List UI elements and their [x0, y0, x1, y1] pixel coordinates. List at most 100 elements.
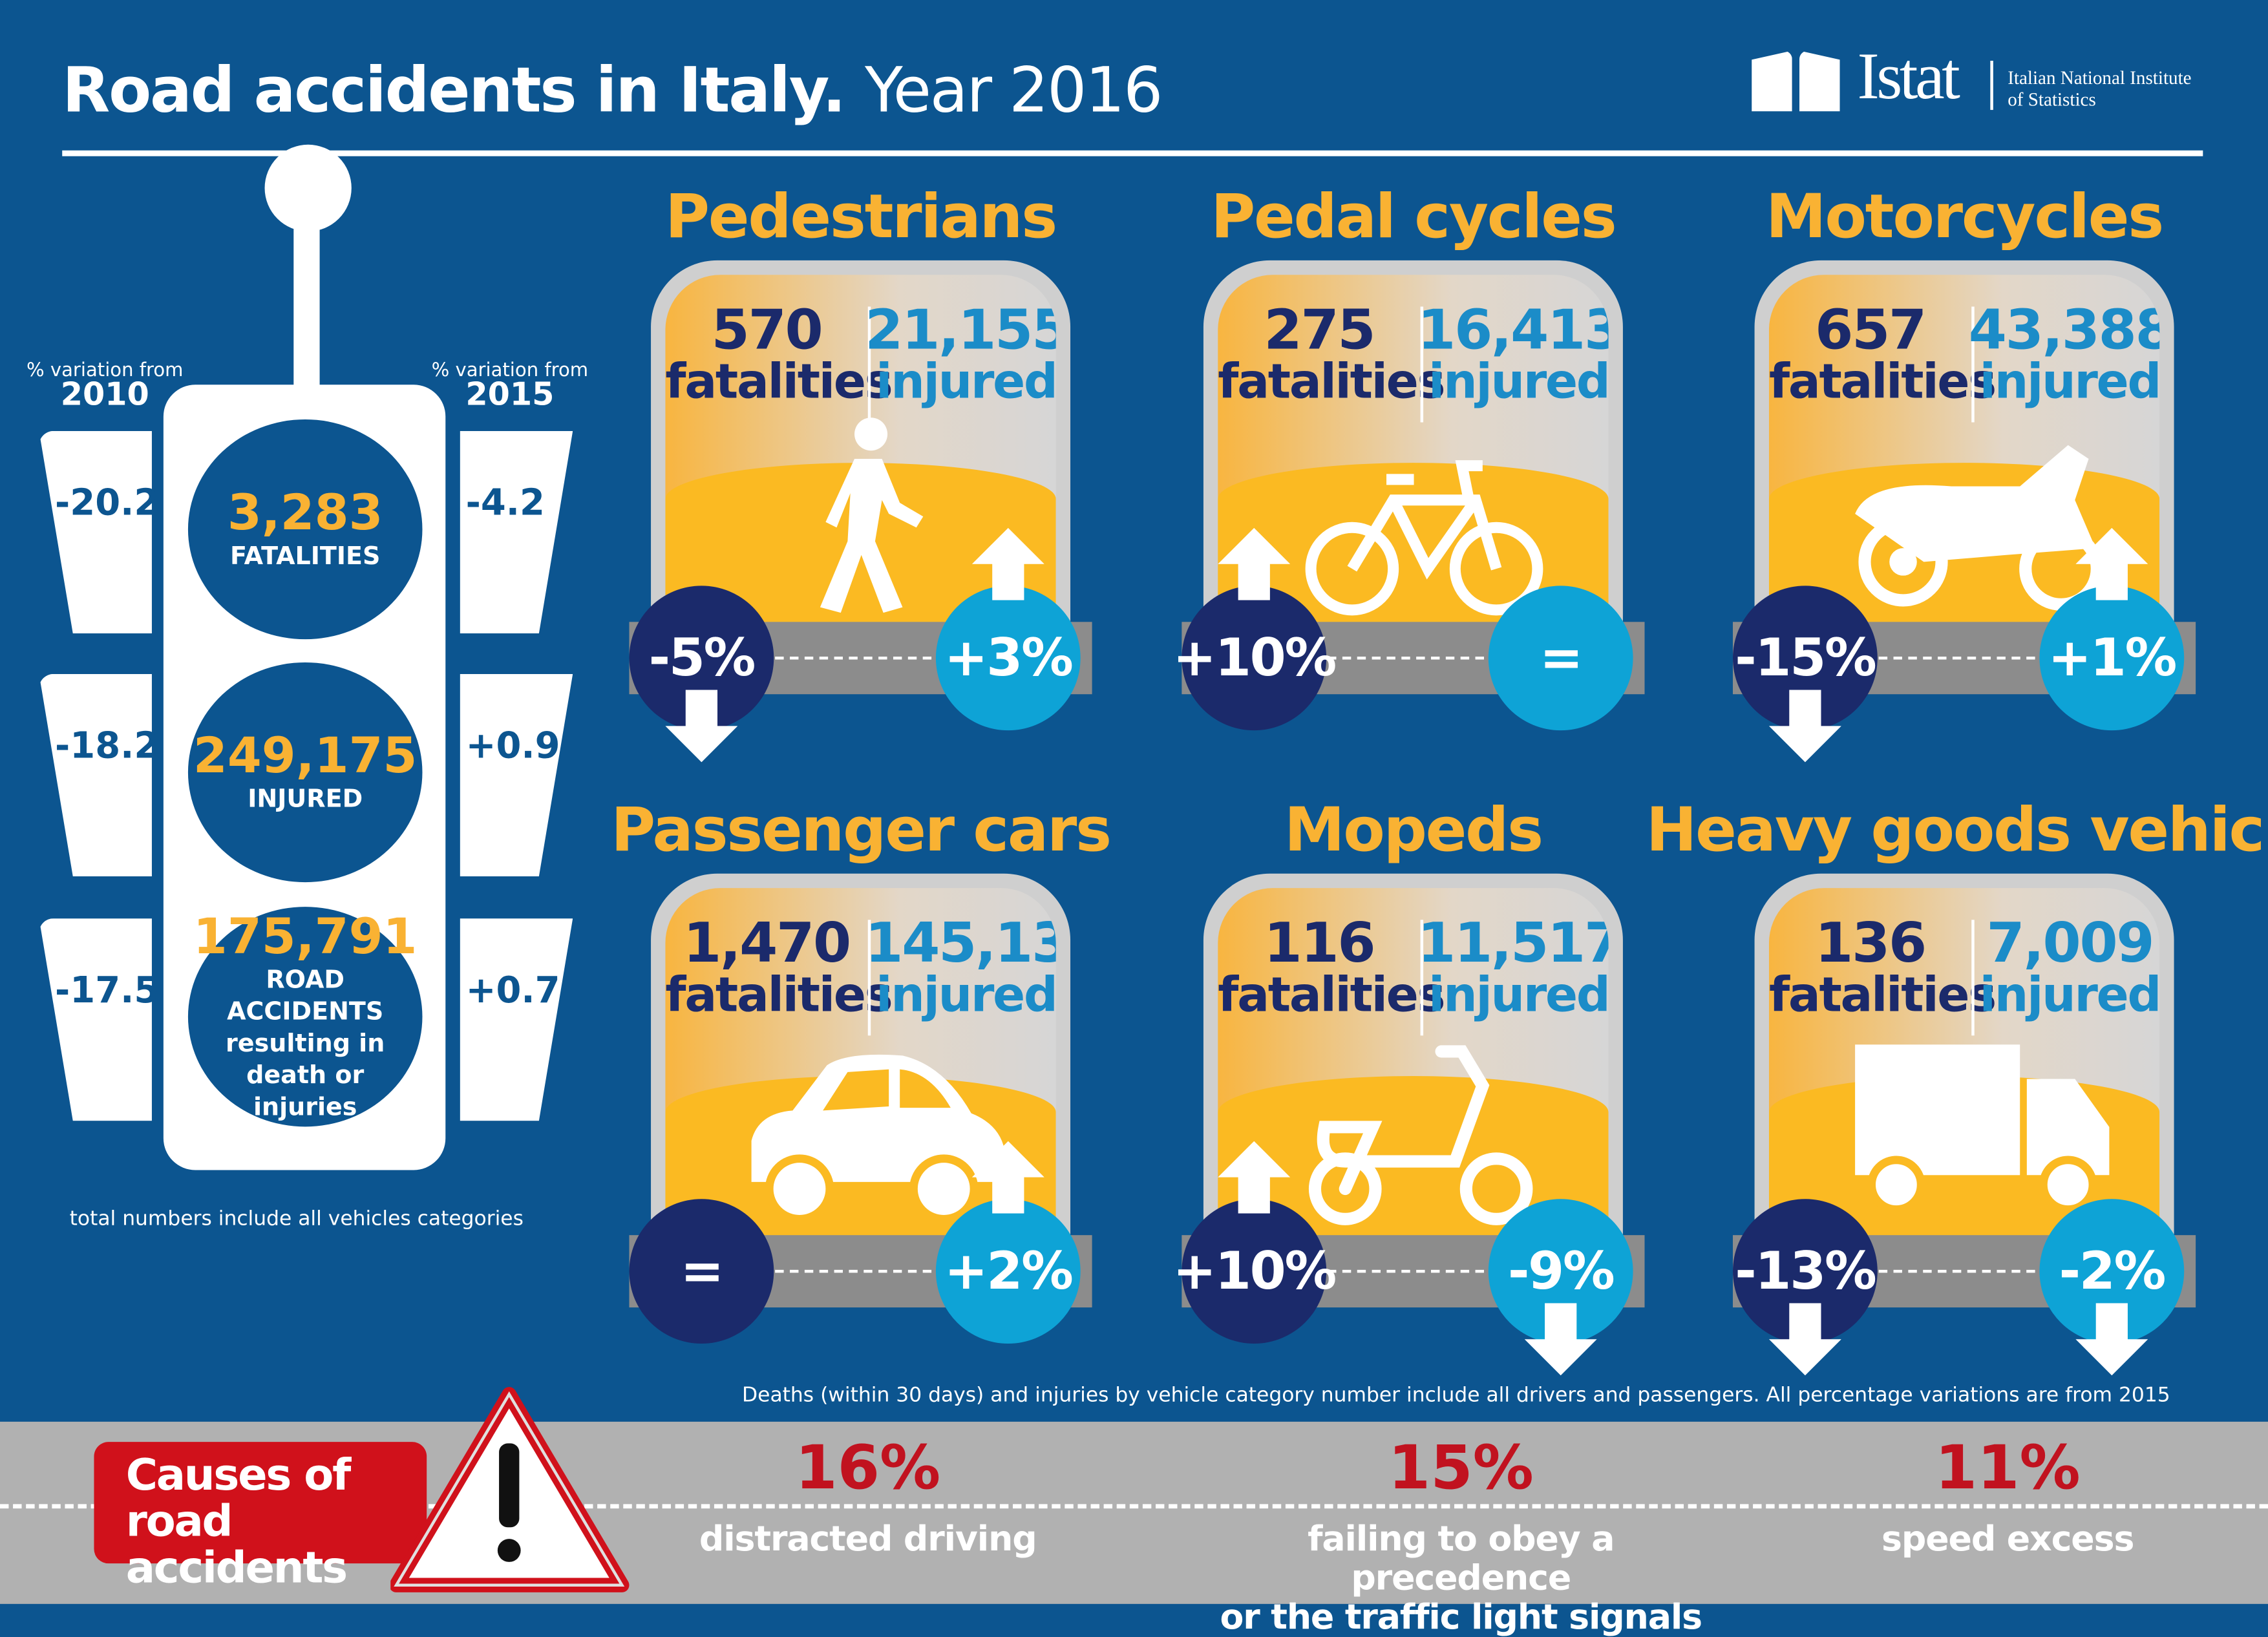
arrow-down-icon: [2075, 1303, 2148, 1376]
injured-change: +2%: [935, 1199, 1081, 1344]
road-dash-line: [0, 1504, 2268, 1509]
fatalities-arrow-down: [1768, 690, 1841, 763]
cause-percent: 16%: [795, 1431, 941, 1503]
arrow-up-icon: [971, 1141, 1044, 1214]
causes-title: Causes of road accidents: [94, 1442, 427, 1592]
header-label: % variation from: [431, 360, 589, 382]
causes-title-line1: Causes of: [125, 1450, 352, 1501]
arrow-up-icon: [1218, 1141, 1291, 1214]
category-title: Mopeds: [1284, 794, 1543, 865]
title-bold: Road accidents in Italy.: [62, 55, 846, 127]
fatalities-stat: 116 fatalities: [1218, 911, 1445, 1021]
arrow-up-icon: [971, 527, 1044, 600]
injured-change: +3%: [935, 586, 1081, 731]
injured-stat: 11,517 injured: [1417, 916, 1608, 1021]
fatalities-stat: 136 fatalities: [1768, 911, 1997, 1023]
total-label: INJURED: [248, 785, 363, 814]
injured-number: 7,009: [1986, 911, 2155, 975]
injured-arrow-down: [2075, 1303, 2148, 1376]
fatalities-number: 570: [711, 298, 823, 362]
fatalities-change: +10%: [1173, 1199, 1337, 1344]
header-rule: [62, 150, 2203, 156]
variation-2015-box: [460, 918, 573, 1121]
fatalities-label: fatalities: [1768, 966, 1997, 1023]
injured-stat: 7,009 injured: [1969, 911, 2160, 1023]
header-year: 2010: [60, 377, 149, 414]
category-card-1: Pedal cycles 275 fatalities 16,413 injured…: [1173, 181, 1645, 788]
total-value: 3,283: [227, 484, 383, 543]
card-frame: 275 fatalities 16,413 injured: [1203, 260, 1623, 637]
causes-title-line2: road accidents: [125, 1497, 348, 1594]
variation-2010-value: -20.2: [55, 481, 160, 524]
infographic: Road accidents in Italy. Year 2016 Istat…: [0, 39, 2268, 1637]
fatalities-number: 275: [1264, 298, 1376, 362]
fatalities-change: =: [629, 1199, 774, 1344]
category-title: Passenger cars: [611, 794, 1112, 865]
fatalities-arrow-up: [1218, 527, 1291, 600]
fatalities-number: 1,470: [683, 911, 851, 975]
injured-number: 21,155: [865, 298, 1056, 362]
category-title: Heavy goods vehicles: [1646, 794, 2268, 865]
injured-arrow-up: [2075, 527, 2148, 600]
variation-2015-box: [460, 430, 573, 634]
fatalities-number: 116: [1264, 911, 1376, 975]
motorcycle-icon: [1855, 445, 2103, 611]
footnote: Deaths (within 30 days) and injuries by …: [742, 1384, 2170, 1408]
fatalities-arrow-up: [1218, 1141, 1291, 1214]
cause-label: distracted driving: [699, 1518, 1037, 1559]
bicycle-icon: [1305, 460, 1543, 616]
variation-2010-value: -18.2: [55, 724, 160, 767]
logo-line2: of Statistics: [2008, 88, 2096, 111]
injured-label: injured: [1979, 966, 2160, 1023]
truck-icon: [1855, 1044, 2110, 1214]
injured-stat: 21,155 injured: [865, 298, 1056, 408]
variation-2010-value: -17.5: [55, 969, 160, 1011]
warning-sign-icon: [390, 1387, 630, 1592]
pedestrian-icon: [820, 417, 924, 613]
category-card-4: Mopeds 116 fatalities 11,517 injured +10% …: [1173, 794, 1645, 1402]
fatalities-number: 136: [1815, 911, 1927, 975]
arrow-down-icon: [1768, 1303, 1841, 1376]
injured-number: 16,413: [1417, 298, 1609, 362]
injured-number: 43,388: [1968, 298, 2160, 362]
cause-label: speed excess: [1881, 1518, 2134, 1559]
total-light-1: 249,175 INJURED: [187, 662, 423, 883]
variation-2010-box: [39, 918, 152, 1121]
injured-label: injured: [1979, 353, 2160, 410]
logo-building-icon: [1752, 50, 1792, 112]
injured-stat: 43,388 injured: [1968, 298, 2160, 410]
arrow-up-icon: [1218, 527, 1291, 600]
traffic-light-pole: [293, 202, 320, 405]
header-label: % variation from: [26, 360, 184, 382]
arrow-up-icon: [2075, 527, 2148, 600]
total-label: ROAD ACCIDENTS resulting in death or inj…: [226, 966, 385, 1123]
total-light-0: 3,283 FATALITIES: [187, 419, 423, 640]
title-year: Year 2016: [864, 55, 1163, 127]
fatalities-change: -13%: [1733, 1199, 1878, 1344]
logo-line1: Italian National Institute: [2008, 66, 2192, 89]
variation-2010-box: [39, 430, 152, 634]
fatalities-stat: 1,470 fatalities: [665, 911, 893, 1023]
variation-2015-value: +0.9: [465, 724, 560, 767]
fatalities-stat: 275 fatalities: [1218, 298, 1445, 408]
fatalities-label: fatalities: [665, 353, 893, 410]
injured-label: injured: [1428, 353, 1609, 410]
cause-percent: 11%: [1934, 1431, 2081, 1503]
fatalities-stat: 570 fatalities: [665, 298, 893, 410]
card-frame: 136 fatalities 7,009 injured: [1754, 873, 2174, 1250]
category-title: Motorcycles: [1766, 180, 2164, 252]
fatalities-arrow-down: [665, 690, 738, 763]
injured-change: -2%: [2039, 1199, 2185, 1344]
logo-name: Istat: [1857, 39, 1960, 113]
cause-label: failing to obey a precedence: [1308, 1518, 1615, 1598]
fatalities-change: +10%: [1173, 586, 1337, 731]
fatalities-label: fatalities: [665, 966, 893, 1023]
injured-stat: 145,135injured: [865, 916, 1055, 1021]
moped-icon: [1308, 1045, 1533, 1225]
cause-item: 11% speed excess: [1834, 1432, 2181, 1559]
totals-note: total numbers include all vehicles categ…: [69, 1207, 524, 1231]
fatalities-label: fatalities: [1768, 353, 1997, 410]
injured-change: =: [1488, 586, 1633, 731]
arrow-down-icon: [1524, 1303, 1597, 1376]
